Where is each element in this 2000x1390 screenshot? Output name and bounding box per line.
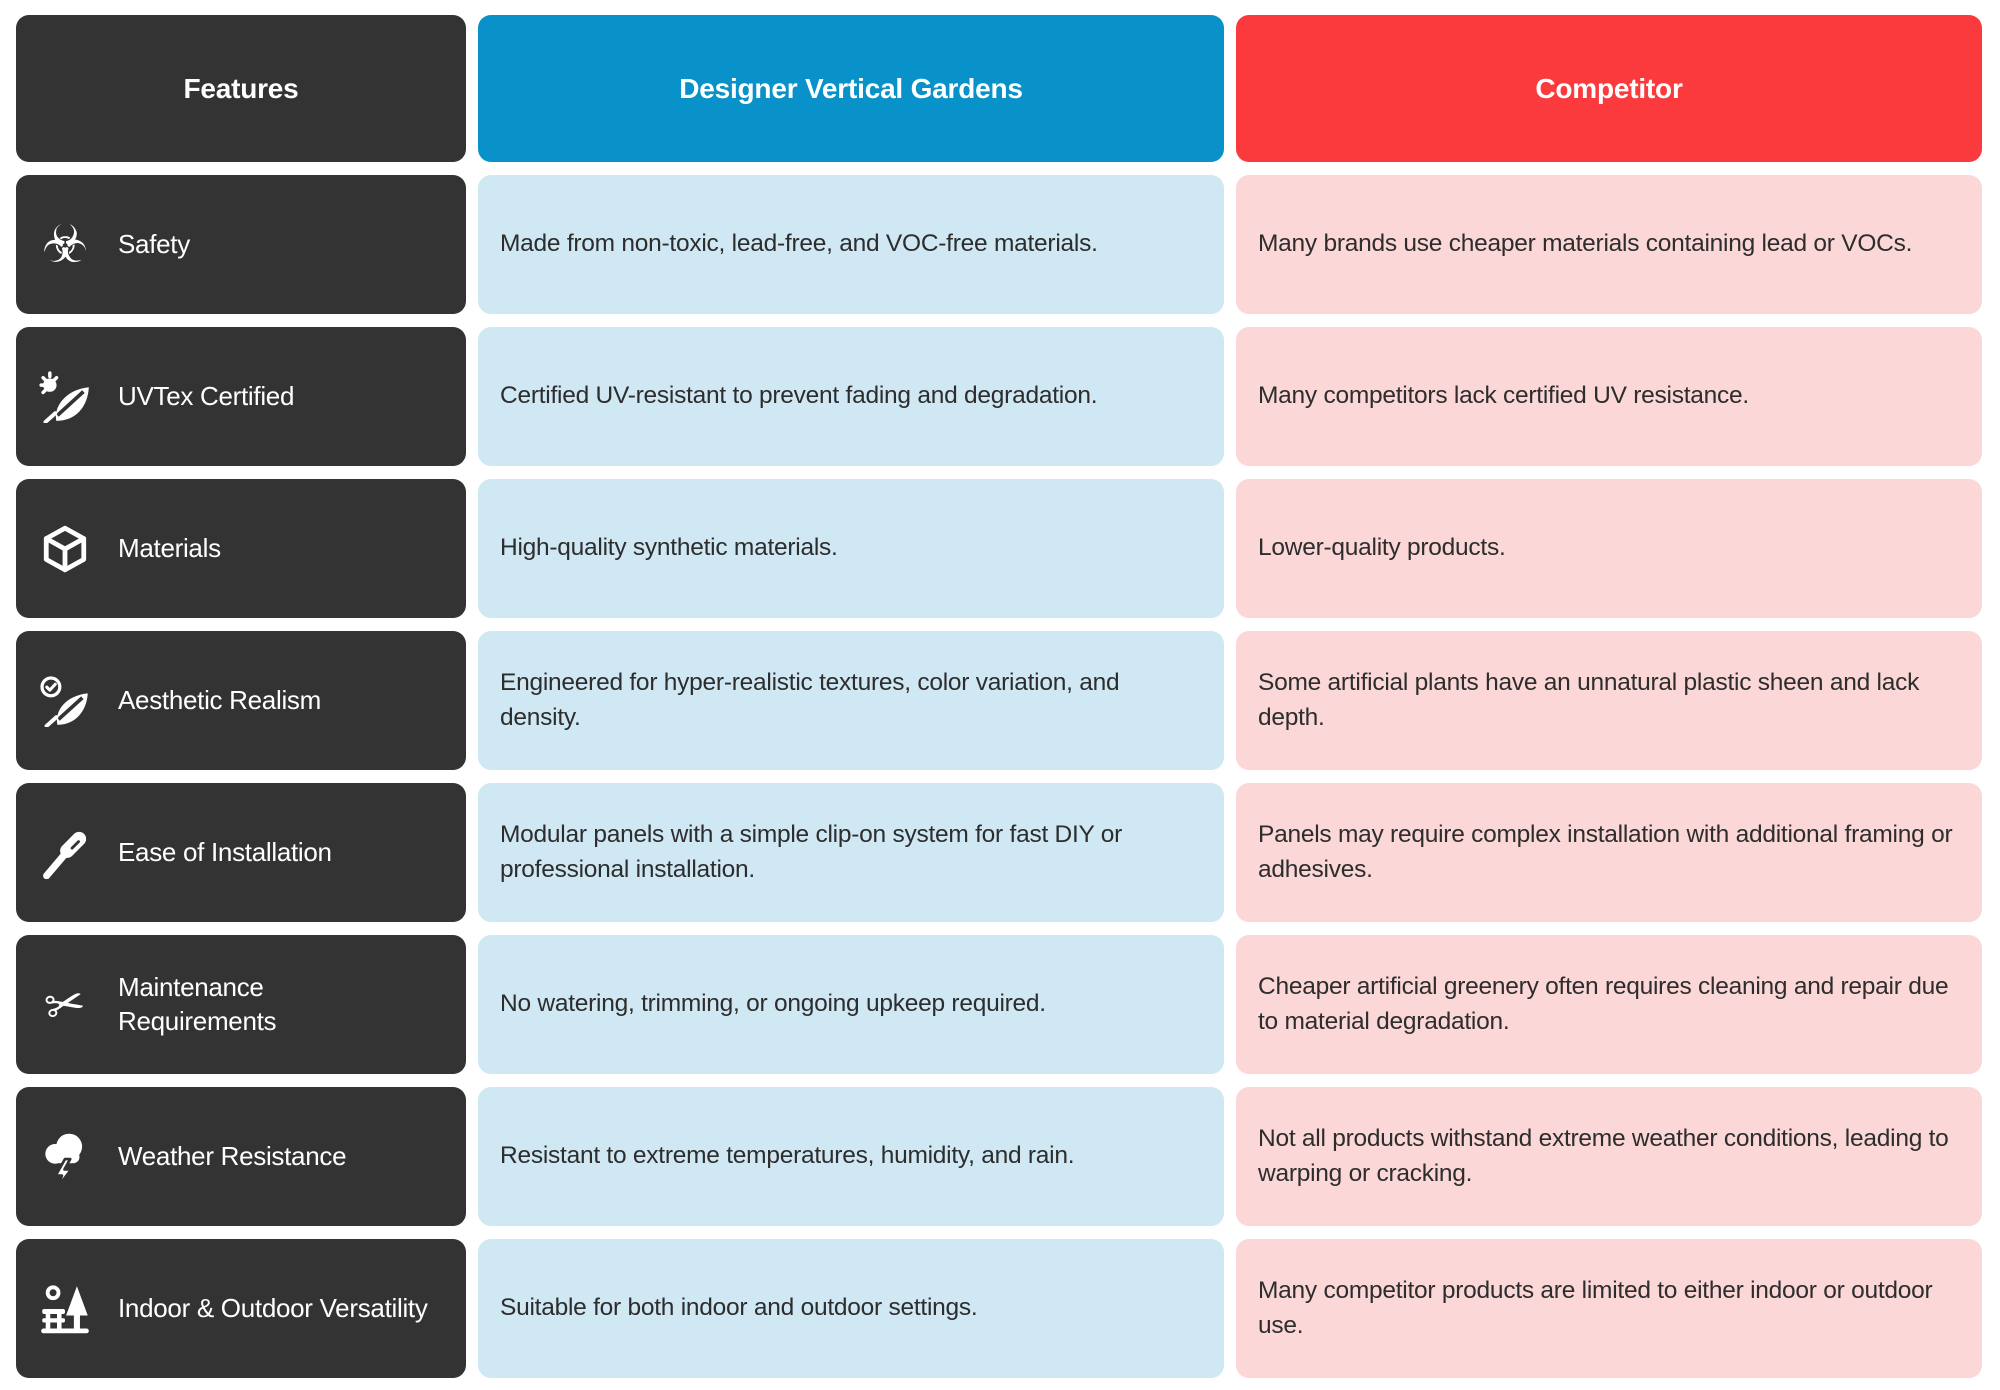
feature-icon-box xyxy=(38,368,92,426)
competitor-cell: Panels may require complex installation … xyxy=(1236,783,1982,922)
feature-cell: Ease of Installation xyxy=(16,783,466,922)
feature-label: Aesthetic Realism xyxy=(118,684,321,715)
feature-label: Indoor & Outdoor Versatility xyxy=(118,1292,428,1323)
column-header-features: Features xyxy=(16,15,466,162)
park-icon xyxy=(41,1284,89,1333)
feature-label: Weather Resistance xyxy=(118,1140,347,1171)
feature-icon-box xyxy=(38,1280,92,1338)
designer-vertical-gardens-cell: High-quality synthetic materials. xyxy=(478,479,1224,618)
leaf-check-icon xyxy=(40,675,88,727)
competitor-cell: Not all products withstand extreme weath… xyxy=(1236,1087,1982,1226)
feature-cell: Materials xyxy=(16,479,466,618)
feature-label: Materials xyxy=(118,532,221,563)
feature-icon-box xyxy=(38,824,92,882)
cube-icon xyxy=(43,525,87,572)
competitor-cell: Lower-quality products. xyxy=(1236,479,1982,618)
screwdriver-icon xyxy=(43,831,87,879)
feature-icon-box: ✂ xyxy=(38,972,92,1037)
feature-label: Maintenance Requirements xyxy=(118,971,277,1036)
feature-label: UVTex Certified xyxy=(118,380,295,411)
competitor-cell: Some artificial plants have an unnatural… xyxy=(1236,631,1982,770)
designer-vertical-gardens-cell: Made from non-toxic, lead-free, and VOC-… xyxy=(478,175,1224,314)
designer-vertical-gardens-cell: Certified UV-resistant to prevent fading… xyxy=(478,327,1224,466)
designer-vertical-gardens-cell: No watering, trimming, or ongoing upkeep… xyxy=(478,935,1224,1074)
designer-vertical-gardens-cell: Modular panels with a simple clip-on sys… xyxy=(478,783,1224,922)
feature-icon-box: ☣ xyxy=(38,216,92,274)
biohazard-icon: ☣ xyxy=(41,214,89,275)
feature-label: Safety xyxy=(118,228,190,259)
competitor-cell: Many competitor products are limited to … xyxy=(1236,1239,1982,1378)
feature-cell: UVTex Certified xyxy=(16,327,466,466)
designer-vertical-gardens-cell: Resistant to extreme temperatures, humid… xyxy=(478,1087,1224,1226)
competitor-cell: Many brands use cheaper materials contai… xyxy=(1236,175,1982,314)
feature-cell: ✂ Maintenance Requirements xyxy=(16,935,466,1074)
column-header-competitor: Competitor xyxy=(1236,15,1982,162)
column-header-designer-vertical-gardens: Designer Vertical Gardens xyxy=(478,15,1224,162)
uv-leaf-icon xyxy=(39,370,89,423)
competitor-cell: Cheaper artificial greenery often requir… xyxy=(1236,935,1982,1074)
designer-vertical-gardens-cell: Suitable for both indoor and outdoor set… xyxy=(478,1239,1224,1378)
feature-cell: Aesthetic Realism xyxy=(16,631,466,770)
feature-cell: Indoor & Outdoor Versatility xyxy=(16,1239,466,1378)
feature-icon-box xyxy=(38,672,92,730)
designer-vertical-gardens-cell: Engineered for hyper-realistic textures,… xyxy=(478,631,1224,770)
feature-label: Ease of Installation xyxy=(118,836,332,867)
feature-icon-box xyxy=(38,1128,92,1186)
feature-cell: Weather Resistance xyxy=(16,1087,466,1226)
feature-cell: ☣ Safety xyxy=(16,175,466,314)
feature-icon-box xyxy=(38,520,92,578)
storm-cloud-icon xyxy=(45,1133,83,1186)
competitor-cell: Many competitors lack certified UV resis… xyxy=(1236,327,1982,466)
scissors-icon: ✂ xyxy=(39,972,91,1037)
